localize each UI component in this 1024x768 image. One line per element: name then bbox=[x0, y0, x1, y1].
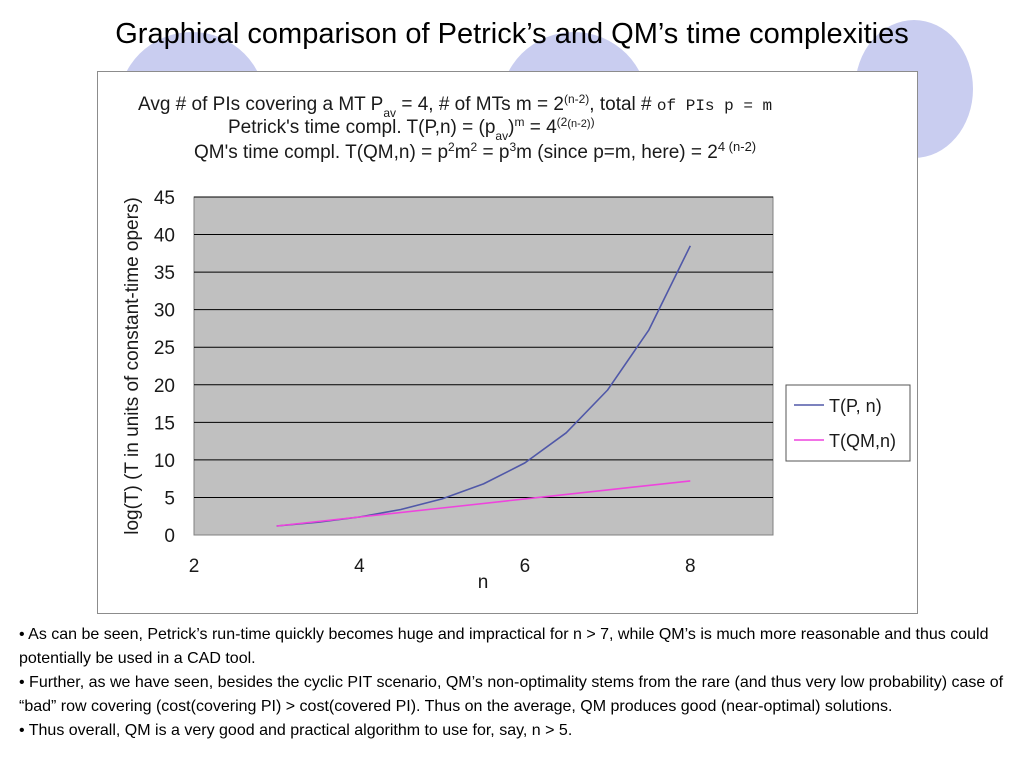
bullet-3: • Thus overall, QM is a very good and pr… bbox=[19, 722, 573, 739]
legend-box bbox=[785, 384, 911, 462]
chart-title-line-3: QM's time compl. T(QM,n) = p2m2 = p3m (s… bbox=[194, 139, 756, 164]
y-tick-label: 10 bbox=[154, 451, 175, 472]
chart-title: Avg # of PIs covering a MT Pav = 4, # of… bbox=[138, 92, 772, 163]
y-tick-label: 25 bbox=[154, 338, 175, 359]
y-axis-ticks: 0 5 10 15 20 25 30 35 40 45 bbox=[154, 188, 175, 547]
chart-title-line-2: Petrick's time compl. T(P,n) = (pav)m = … bbox=[228, 115, 595, 143]
legend-label-qm: T(QM,n) bbox=[829, 431, 896, 451]
x-tick-label: 6 bbox=[520, 556, 531, 577]
legend-label-petrick: T(P, n) bbox=[829, 396, 882, 416]
slide-title: Graphical comparison of Petrick’s and QM… bbox=[115, 18, 909, 50]
y-tick-label: 5 bbox=[164, 488, 175, 509]
chart-container: Avg # of PIs covering a MT Pav = 4, # of… bbox=[97, 71, 918, 614]
y-tick-label: 40 bbox=[154, 226, 175, 247]
x-axis-label: n bbox=[478, 572, 489, 593]
x-tick-label: 8 bbox=[685, 556, 696, 577]
series-layer bbox=[276, 245, 692, 527]
y-tick-label: 45 bbox=[154, 188, 175, 209]
y-tick-label: 35 bbox=[154, 263, 175, 284]
plot-area bbox=[193, 196, 774, 536]
y-tick-label: 15 bbox=[154, 413, 175, 434]
chart-title-line-1: Avg # of PIs covering a MT Pav = 4, # of… bbox=[138, 92, 772, 120]
y-tick-label: 30 bbox=[154, 301, 175, 322]
series-line-qm bbox=[276, 480, 691, 527]
bullet-1: • As can be seen, Petrick’s run-time qui… bbox=[19, 626, 989, 667]
y-tick-label: 0 bbox=[164, 526, 175, 547]
bullet-list: • As can be seen, Petrick’s run-time qui… bbox=[19, 623, 1004, 743]
y-axis-label: log(T) (T in units of constant-time oper… bbox=[122, 197, 143, 535]
x-axis-ticks: 2 4 6 8 bbox=[189, 556, 696, 577]
bullet-2: • Further, as we have seen, besides the … bbox=[19, 674, 1004, 715]
y-tick-label: 20 bbox=[154, 376, 175, 397]
x-tick-label: 4 bbox=[354, 556, 365, 577]
legend: T(P, n) T(QM,n) bbox=[785, 384, 911, 462]
x-tick-label: 2 bbox=[189, 556, 200, 577]
chart: Avg # of PIs covering a MT Pav = 4, # of… bbox=[122, 92, 911, 593]
